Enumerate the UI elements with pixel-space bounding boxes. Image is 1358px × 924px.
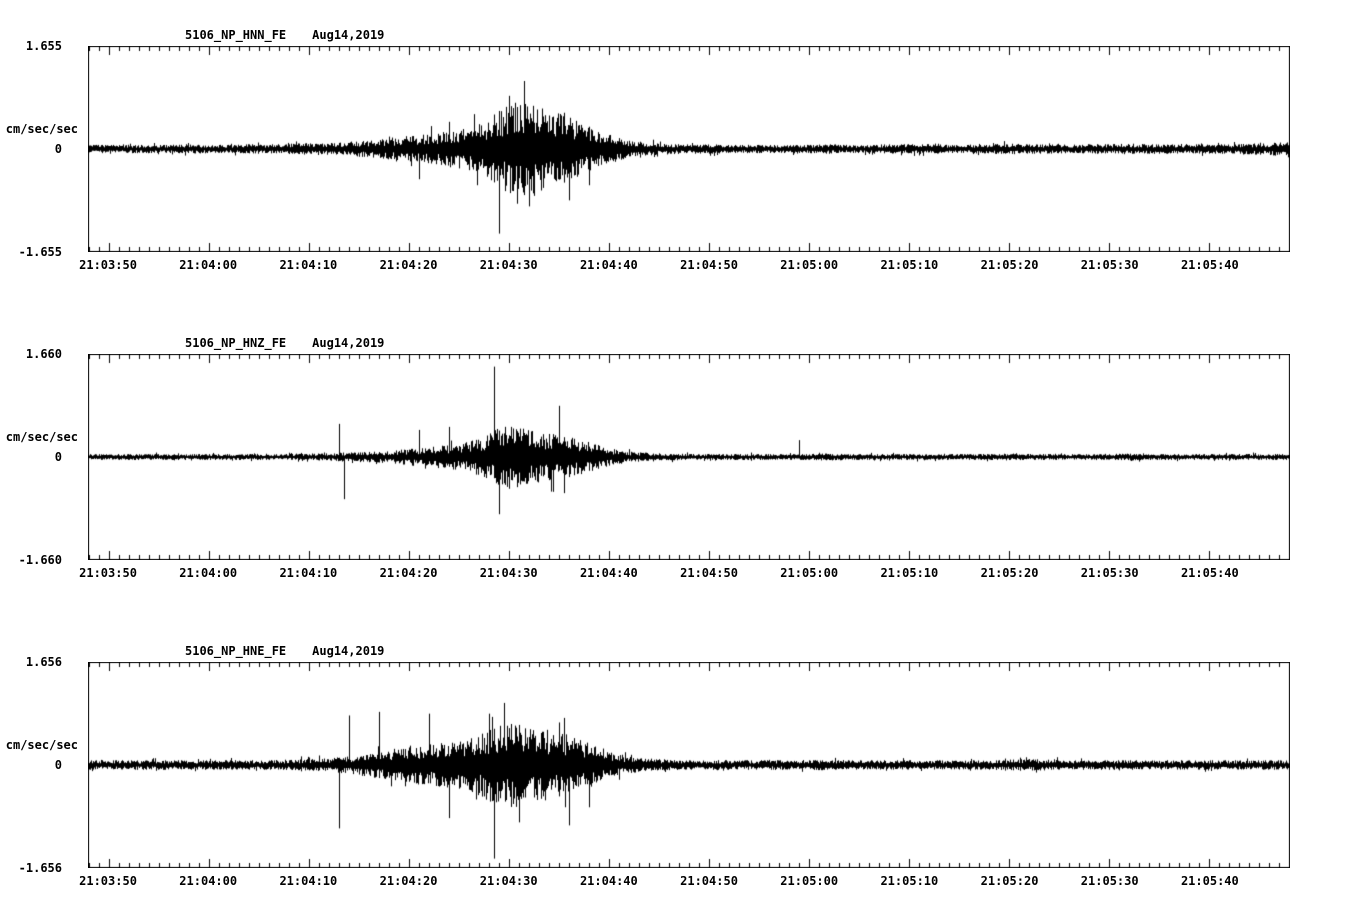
x-tick-label: 21:05:30: [1080, 566, 1139, 580]
x-tick-label: 21:03:50: [79, 566, 137, 580]
y-tick-min: -1.656: [18, 861, 62, 875]
y-tick-min: -1.655: [18, 245, 62, 259]
x-tick-label: 21:05:20: [980, 258, 1039, 272]
x-tick-label: 21:05:00: [780, 566, 839, 580]
y-tick-zero: 0: [54, 142, 62, 156]
x-tick-label: 21:04:20: [379, 874, 438, 888]
trace-date: Aug14,2019: [312, 336, 385, 350]
x-tick-label: 21:05:10: [880, 566, 939, 580]
x-tick-label: 21:04:30: [479, 258, 538, 272]
trace-id: 5106_NP_HNZ_FE: [185, 336, 287, 350]
x-tick-label: 21:04:50: [680, 566, 738, 580]
trace-title: 5106_NP_HNN_FE Aug14,2019: [185, 28, 384, 42]
waveform-plot-hne: [88, 662, 1290, 868]
x-tick-label: 21:04:20: [379, 566, 438, 580]
waveform-plot-hnn: [88, 46, 1290, 252]
x-axis-labels: 21:03:50 21:04:00 21:04:10 21:04:20 21:04:30…: [79, 566, 1290, 582]
x-tick-label: 21:05:30: [1080, 258, 1139, 272]
x-tick-label: 21:04:10: [279, 258, 338, 272]
x-axis-labels: 21:03:50 21:04:00 21:04:10 21:04:20 21:04:30…: [79, 258, 1290, 274]
y-tick-max: 1.655: [25, 39, 62, 53]
x-tick-label: 21:03:50: [79, 258, 137, 272]
x-tick-label: 21:05:00: [780, 874, 839, 888]
x-tick-label: 21:04:00: [179, 874, 238, 888]
trace-title: 5106_NP_HNZ_FE Aug14,2019: [185, 336, 384, 350]
x-tick-label: 21:05:40: [1180, 258, 1239, 272]
trace-date: Aug14,2019: [312, 644, 385, 658]
y-axis-unit-label: cm/sec/sec: [5, 430, 78, 444]
trace-id: 5106_NP_HNE_FE: [185, 644, 287, 658]
seismogram-panel-hne: 5106_NP_HNE_FE Aug14,2019 1.656 cm/sec/se…: [0, 616, 1358, 924]
trace-id: 5106_NP_HNN_FE: [185, 28, 287, 42]
y-axis-unit-label: cm/sec/sec: [5, 738, 78, 752]
y-tick-max: 1.660: [25, 347, 62, 361]
x-tick-label: 21:04:20: [379, 258, 438, 272]
x-tick-label: 21:04:50: [680, 258, 738, 272]
waveform-plot-hnz: [88, 354, 1290, 560]
seismogram-panel-hnz: 5106_NP_HNZ_FE Aug14,2019 1.660 cm/sec/se…: [0, 308, 1358, 616]
x-tick-label: 21:05:20: [980, 874, 1039, 888]
x-tick-label: 21:05:00: [780, 258, 839, 272]
x-tick-label: 21:04:00: [179, 258, 238, 272]
trace-title: 5106_NP_HNE_FE Aug14,2019: [185, 644, 384, 658]
x-tick-label: 21:05:40: [1180, 874, 1239, 888]
y-axis-unit-label: cm/sec/sec: [5, 122, 78, 136]
x-tick-label: 21:05:20: [980, 566, 1039, 580]
x-tick-label: 21:04:00: [179, 566, 238, 580]
x-tick-label: 21:05:10: [880, 874, 939, 888]
x-tick-label: 21:04:40: [579, 566, 638, 580]
x-tick-label: 21:05:40: [1180, 566, 1239, 580]
x-tick-label: 21:05:10: [880, 258, 939, 272]
x-tick-label: 21:04:40: [579, 874, 638, 888]
x-tick-label: 21:03:50: [79, 874, 137, 888]
x-tick-label: 21:04:50: [680, 874, 738, 888]
y-tick-max: 1.656: [25, 655, 62, 669]
y-tick-zero: 0: [54, 450, 62, 464]
x-tick-label: 21:04:10: [279, 874, 338, 888]
trace-date: Aug14,2019: [312, 28, 385, 42]
y-tick-zero: 0: [54, 758, 62, 772]
x-axis-labels: 21:03:50 21:04:00 21:04:10 21:04:20 21:04:30…: [79, 874, 1290, 890]
x-tick-label: 21:04:40: [579, 258, 638, 272]
x-tick-label: 21:04:30: [479, 566, 538, 580]
y-tick-min: -1.660: [18, 553, 62, 567]
x-tick-label: 21:04:10: [279, 566, 338, 580]
x-tick-label: 21:04:30: [479, 874, 538, 888]
seismogram-panel-hnn: 5106_NP_HNN_FE Aug14,2019 1.655 cm/sec/se…: [0, 0, 1358, 308]
x-tick-label: 21:05:30: [1080, 874, 1139, 888]
